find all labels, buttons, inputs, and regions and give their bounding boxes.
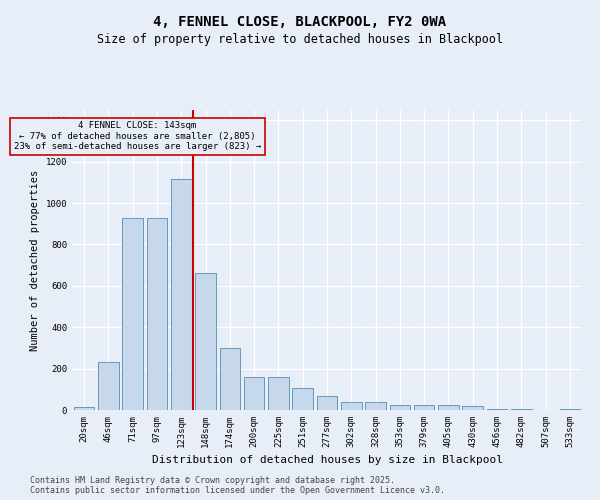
Bar (146, 218, 167, 410)
Bar (560, 409, 580, 410)
Bar (74, 407, 94, 410)
Bar (292, 388, 313, 410)
Bar (365, 402, 386, 410)
Bar (487, 409, 508, 410)
Bar (341, 402, 362, 410)
X-axis label: Distribution of detached houses by size in Blackpool: Distribution of detached houses by size … (151, 456, 503, 466)
Bar (414, 406, 434, 410)
Text: Contains HM Land Registry data © Crown copyright and database right 2025.
Contai: Contains HM Land Registry data © Crown c… (30, 476, 445, 495)
Text: Size of property relative to detached houses in Blackpool: Size of property relative to detached ho… (97, 32, 503, 46)
Text: 4, FENNEL CLOSE, BLACKPOOL, FY2 0WA: 4, FENNEL CLOSE, BLACKPOOL, FY2 0WA (154, 15, 446, 29)
Bar (463, 406, 483, 410)
Text: 4 FENNEL CLOSE: 143sqm
← 77% of detached houses are smaller (2,805)
23% of semi-: 4 FENNEL CLOSE: 143sqm ← 77% of detached… (14, 122, 261, 151)
Bar (511, 409, 532, 410)
Bar (268, 377, 289, 410)
Bar (122, 218, 143, 410)
Y-axis label: Number of detached properties: Number of detached properties (30, 170, 40, 350)
Bar (438, 406, 459, 410)
Bar (171, 180, 191, 410)
Bar (317, 396, 337, 410)
Bar (389, 405, 410, 410)
Bar (244, 377, 265, 410)
Bar (195, 274, 216, 410)
Bar (98, 362, 119, 410)
Bar (220, 348, 240, 410)
